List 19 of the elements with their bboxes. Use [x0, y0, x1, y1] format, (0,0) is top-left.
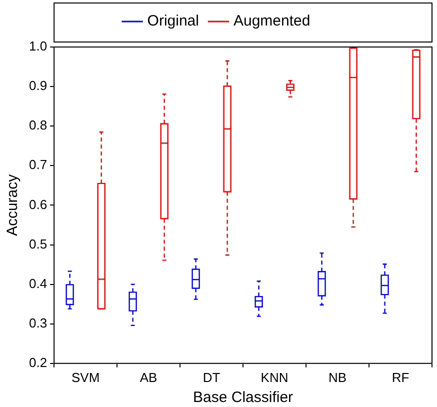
- y-tick-label: 0.9: [28, 78, 48, 94]
- y-tick-label: 0.7: [28, 157, 48, 172]
- x-tick-label: SVM: [71, 370, 100, 385]
- x-tick-label: RF: [392, 370, 410, 385]
- y-tick-label: 0.4: [28, 276, 48, 291]
- y-tick-label: 0.6: [28, 196, 48, 212]
- legend-label: Augmented: [233, 12, 310, 30]
- y-tick-label: 0.5: [28, 236, 48, 252]
- x-tick-label: NB: [328, 370, 347, 385]
- x-tick-label: DT: [202, 370, 220, 385]
- y-tick-label: 0.2: [28, 354, 48, 370]
- legend-label: Original: [147, 12, 199, 30]
- x-tick-label: KNN: [260, 370, 288, 385]
- y-tick-label: 1.0: [28, 38, 48, 54]
- y-axis-title: Accuracy: [4, 174, 22, 236]
- x-tick-label: AB: [140, 370, 158, 385]
- y-tick-label: 0.3: [28, 315, 48, 330]
- y-tick-label: 0.8: [28, 118, 48, 133]
- x-axis-title: Base Classifier: [193, 389, 294, 406]
